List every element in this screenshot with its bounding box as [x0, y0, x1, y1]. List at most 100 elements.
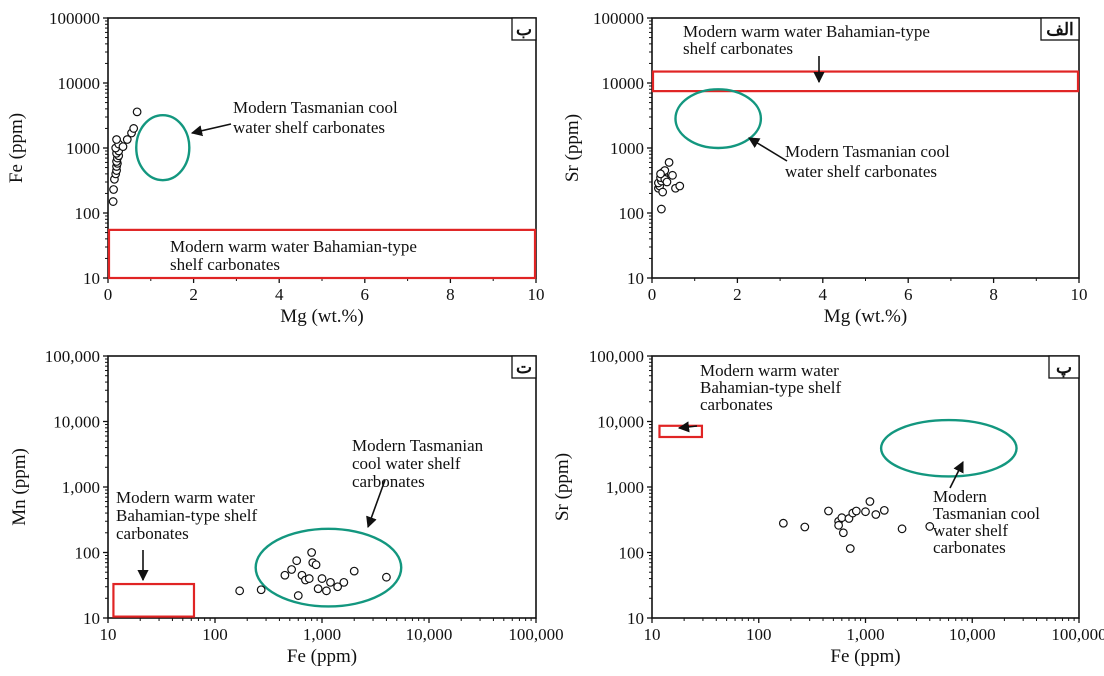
x-tick-label: 10,000 — [949, 625, 996, 644]
x-tick-label: 6 — [361, 285, 370, 304]
data-point — [235, 586, 245, 596]
annotation-line: Bahamian-type shelf — [116, 506, 257, 525]
cool-water-ellipse — [254, 527, 403, 608]
data-point — [109, 185, 118, 194]
annotation-line: Modern Tasmanian cool — [785, 142, 950, 161]
data-point — [112, 135, 121, 144]
annotation-line: Modern warm water — [700, 361, 839, 380]
data-point — [837, 513, 847, 523]
data-point — [326, 577, 335, 587]
data-point — [292, 556, 302, 566]
annotation-text: Modern warm water Bahamian-type shelf car… — [683, 22, 930, 58]
data-point — [664, 158, 674, 167]
x-tick-label: 8 — [989, 285, 998, 304]
annotation-line: shelf carbonates — [170, 255, 280, 274]
cool-water-ellipse — [674, 88, 763, 150]
annotation-line: carbonates — [933, 538, 1006, 557]
data-point — [668, 170, 677, 180]
data-point — [778, 518, 788, 528]
panel-tag: پ — [1056, 358, 1072, 378]
annotation-line: carbonates — [700, 395, 773, 414]
data-point — [280, 570, 290, 580]
annotation-line: Bahamian-type shelf — [700, 378, 841, 397]
annotation-text: Modern warm water Bahamian-type shelf carb… — [116, 488, 257, 543]
data-point — [851, 506, 861, 516]
panel-mg-sr: الف 0 2 4 6 8 10 10 100 1000 10000 100000 Mg (wt.%) S… — [562, 9, 1088, 327]
y-tick-label: 1,000 — [606, 478, 644, 497]
y-tick-label: 100 — [75, 544, 101, 563]
annotation-arrow — [190, 123, 232, 137]
x-axis-label: Mg (wt.%) — [824, 306, 907, 327]
data-point — [897, 524, 907, 534]
annotation-text: Modern Tasmanian cool water shelf carbonat… — [352, 436, 484, 491]
data-point — [333, 582, 343, 592]
x-tick-label: 2 — [733, 285, 742, 304]
x-tick-label: 0 — [104, 285, 113, 304]
y-axis-label: Sr (ppm) — [562, 114, 583, 182]
x-tick-label: 10 — [100, 625, 117, 644]
y-tick-label: 100000 — [49, 9, 100, 28]
cool-water-ellipse — [879, 418, 1018, 478]
data-point — [845, 544, 855, 553]
data-point — [871, 510, 881, 519]
x-tick-label: 100,000 — [508, 625, 563, 644]
data-point — [662, 177, 672, 187]
panel-tag-box — [511, 355, 537, 379]
panel-tag-box — [1040, 17, 1080, 41]
data-point — [658, 187, 668, 197]
y-tick-label: 1000 — [610, 139, 644, 158]
x-tick-label: 100 — [746, 625, 772, 644]
data-point — [865, 497, 875, 506]
annotation-line: water shelf carbonates — [785, 162, 937, 181]
data-point — [287, 565, 297, 574]
x-axis-label: Mg (wt.%) — [280, 306, 363, 327]
annotation-arrow — [366, 479, 386, 529]
y-tick-label: 10000 — [58, 74, 101, 93]
y-tick-label: 10,000 — [597, 413, 644, 432]
annotation-arrow — [748, 137, 788, 162]
annotation-arrow — [949, 460, 964, 489]
data-point — [800, 522, 810, 532]
annotation-line: water shelf — [933, 521, 1008, 540]
data-point — [317, 574, 327, 583]
data-point — [313, 584, 323, 594]
annotation-line: Modern warm water — [116, 488, 255, 507]
data-point — [118, 142, 128, 152]
data-point — [382, 572, 391, 582]
warm-water-box — [112, 582, 196, 618]
x-tick-label: 2 — [189, 285, 198, 304]
y-tick-label: 100,000 — [45, 347, 100, 366]
data-point — [322, 586, 331, 596]
panel-tag-box — [1048, 355, 1080, 379]
annotation-line: cool water shelf — [352, 454, 461, 473]
data-point — [861, 507, 870, 517]
data-point — [108, 197, 118, 206]
data-point — [311, 560, 321, 570]
x-tick-label: 10 — [644, 625, 661, 644]
y-tick-label: 10 — [627, 609, 644, 628]
data-point — [656, 204, 666, 214]
data-point — [293, 591, 303, 600]
x-axis-label: Fe (ppm) — [287, 646, 357, 667]
annotation-line: carbonates — [116, 524, 189, 543]
y-tick-label: 10 — [627, 269, 644, 288]
x-tick-label: 10 — [1071, 285, 1088, 304]
annotation-text: Modern Tasmanian cool water shelf carbona… — [233, 98, 398, 137]
x-tick-label: 4 — [275, 285, 284, 304]
y-tick-label: 10000 — [602, 74, 645, 93]
y-tick-label: 1000 — [66, 139, 100, 158]
annotation-line: Modern Tasmanian — [352, 436, 484, 455]
annotation-text: Modern Tasmanian cool water shelf carbona… — [785, 142, 950, 181]
x-axis-label: Fe (ppm) — [830, 646, 900, 667]
annotation-line: Modern Tasmanian cool — [233, 98, 398, 117]
panel-tag: الف — [1046, 20, 1074, 39]
annotation-line: carbonates — [352, 472, 425, 491]
cool-water-ellipse — [135, 113, 191, 182]
panel-fe-mn: ت 10 100 1,000 10,000 100,000 10 100 1,000 10,000… — [9, 347, 564, 667]
annotation-arrow — [677, 421, 698, 433]
annotation-text: Modern warm water Bahamian-type shelf carb… — [700, 361, 841, 414]
y-tick-label: 1,000 — [62, 478, 100, 497]
x-tick-label: 100,000 — [1051, 625, 1104, 644]
panel-mg-fe: ب 0 2 4 6 8 10 10 100 1000 10000 100000 Mg (wt.%) Fe … — [6, 9, 545, 327]
